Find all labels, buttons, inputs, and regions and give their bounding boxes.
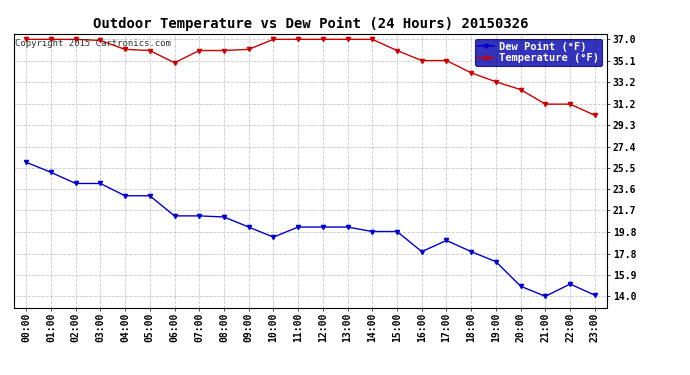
Title: Outdoor Temperature vs Dew Point (24 Hours) 20150326: Outdoor Temperature vs Dew Point (24 Hou… xyxy=(92,17,529,31)
Legend: Dew Point (°F), Temperature (°F): Dew Point (°F), Temperature (°F) xyxy=(475,39,602,66)
Text: Copyright 2015 Cartronics.com: Copyright 2015 Cartronics.com xyxy=(15,39,171,48)
